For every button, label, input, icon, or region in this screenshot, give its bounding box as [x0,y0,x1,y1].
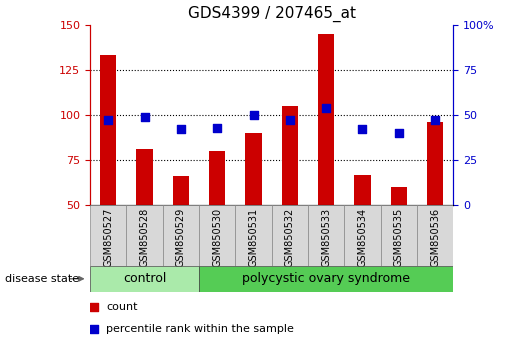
Bar [381,205,417,266]
Point [358,127,367,132]
Bar [90,205,127,266]
Bar [308,205,344,266]
Text: GSM850532: GSM850532 [285,208,295,267]
Bar [173,176,189,205]
Bar [235,205,272,266]
Bar [344,205,381,266]
Point [90,326,98,332]
Point [90,305,98,310]
Title: GDS4399 / 207465_at: GDS4399 / 207465_at [187,6,356,22]
Bar [245,133,262,205]
Text: GSM850536: GSM850536 [430,208,440,267]
Text: GSM850530: GSM850530 [212,208,222,267]
Point [213,125,221,131]
Text: polycystic ovary syndrome: polycystic ovary syndrome [242,272,410,285]
Text: percentile rank within the sample: percentile rank within the sample [107,324,295,334]
Bar [199,266,453,292]
Text: GSM850535: GSM850535 [394,208,404,267]
Bar [90,266,199,292]
Bar [199,205,235,266]
Bar [100,56,116,205]
Text: GSM850531: GSM850531 [249,208,259,267]
Text: control: control [123,272,166,285]
Point [104,118,112,123]
Point [394,130,403,136]
Bar [163,205,199,266]
Bar [354,175,371,205]
Bar [390,187,407,205]
Text: count: count [107,302,138,313]
Point [141,114,149,120]
Bar [282,106,298,205]
Text: GSM850529: GSM850529 [176,208,186,267]
Text: GSM850534: GSM850534 [357,208,367,267]
Point [249,112,258,118]
Point [322,105,330,111]
Text: disease state: disease state [5,274,79,284]
Bar [127,205,163,266]
Point [431,118,439,123]
Bar [427,122,443,205]
Text: GSM850533: GSM850533 [321,208,331,267]
Text: GSM850527: GSM850527 [104,208,113,267]
Bar [136,149,153,205]
Point [286,118,294,123]
Bar [209,151,226,205]
Text: GSM850528: GSM850528 [140,208,149,267]
Bar [417,205,453,266]
Bar [272,205,308,266]
Bar [318,34,334,205]
Point [177,127,185,132]
